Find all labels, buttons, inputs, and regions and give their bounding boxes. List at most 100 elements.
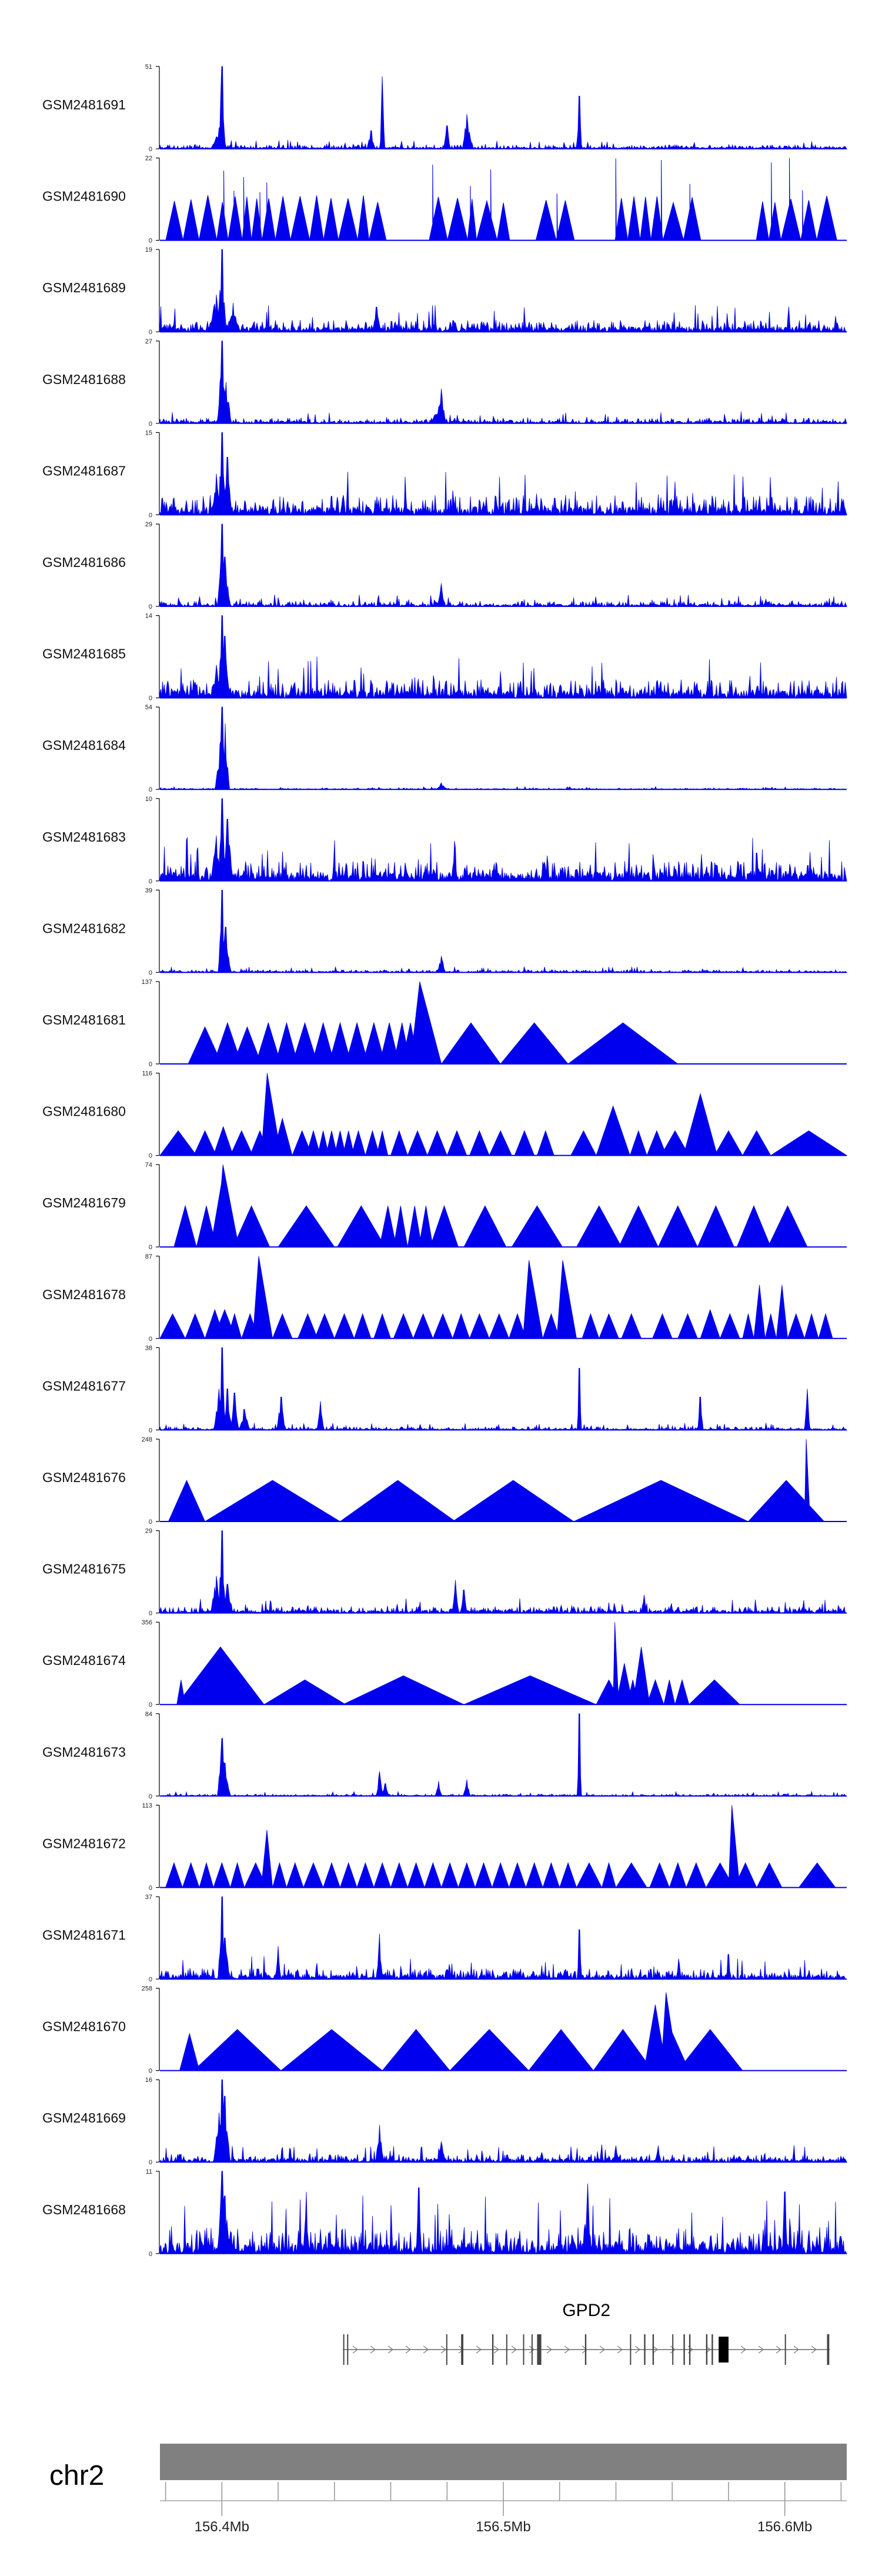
track-GSM2481682: GSM2481682 39 0 xyxy=(42,887,848,976)
track-label: GSM2481690 xyxy=(42,189,126,204)
track-label: GSM2481676 xyxy=(42,1470,126,1485)
track-GSM2481684: GSM2481684 54 0 xyxy=(42,704,847,793)
coverage-triangle xyxy=(742,1130,771,1156)
coverage-triangle xyxy=(570,1130,597,1156)
coverage-triangle xyxy=(314,1313,335,1339)
y-max-label: 15 xyxy=(145,429,152,436)
y-max-label: 37 xyxy=(145,1894,152,1901)
coverage-triangle xyxy=(376,1130,389,1156)
strand-arrow xyxy=(582,2345,588,2354)
coverage-triangle xyxy=(393,1206,408,1247)
exon xyxy=(719,2337,729,2363)
coverage-triangle xyxy=(410,981,442,1065)
chromosome-track: chr2 xyxy=(49,2444,847,2491)
track-GSM2481669: GSM2481669 16 0 xyxy=(42,2077,847,2166)
y-min-label: 0 xyxy=(149,512,152,519)
y-min-label: 0 xyxy=(149,786,152,793)
y-min-label: 0 xyxy=(149,1610,152,1617)
coverage-triangle xyxy=(213,1022,242,1065)
track-GSM2481675: GSM2481675 29 0 xyxy=(42,1528,847,1617)
coverage-triangle xyxy=(188,1026,222,1065)
coverage-triangle xyxy=(652,1313,673,1339)
coverage-triangle xyxy=(733,1862,757,1888)
y-max-label: 137 xyxy=(142,979,152,986)
coverage-triangle xyxy=(179,2033,200,2071)
track-GSM2481674: GSM2481674 356 0 xyxy=(42,1619,847,1709)
coverage-triangle xyxy=(165,1862,183,1888)
coverage-triangle xyxy=(232,1205,270,1247)
coverage-triangle xyxy=(686,1862,707,1888)
track-GSM2481679: GSM2481679 74 0 xyxy=(42,1162,847,1251)
exon xyxy=(584,2334,587,2365)
coverage-triangle xyxy=(252,1256,273,1339)
coverage-triangle xyxy=(804,1439,811,1522)
coverage-triangle xyxy=(182,1862,200,1888)
coverage-triangle xyxy=(500,1022,569,1065)
signal-area xyxy=(159,1896,847,1980)
coverage-triangle xyxy=(475,1862,493,1888)
strand-arrow xyxy=(387,2345,394,2354)
signal-area xyxy=(159,1530,847,1614)
coverage-triangle xyxy=(657,1205,698,1247)
coverage-triangle xyxy=(683,1093,718,1156)
coverage-triangle xyxy=(646,1130,667,1156)
exon xyxy=(827,2334,830,2365)
coverage-triangle xyxy=(353,1313,372,1339)
coverage-triangle xyxy=(286,1862,304,1888)
coverage-triangle xyxy=(393,1313,414,1339)
y-max-label: 74 xyxy=(145,1162,152,1169)
strand-arrow xyxy=(440,2345,447,2354)
track-label: GSM2481688 xyxy=(42,372,126,387)
strand-arrow xyxy=(370,2345,376,2354)
coverage-triangle xyxy=(556,1260,577,1339)
coverage-triangle xyxy=(449,2029,530,2071)
y-max-label: 54 xyxy=(145,704,152,711)
coverage-triangle xyxy=(616,1663,633,1705)
y-max-label: 11 xyxy=(146,2168,152,2175)
coverage-triangle xyxy=(216,1164,239,1247)
track-label: GSM2481677 xyxy=(42,1378,126,1393)
coverage-triangle xyxy=(489,1313,510,1339)
exon xyxy=(683,2334,685,2365)
coverage-triangle xyxy=(514,1130,535,1156)
track-GSM2481680: GSM2481680 116 0 xyxy=(42,1070,848,1160)
coverage-triangle xyxy=(342,1675,465,1705)
exon xyxy=(672,2334,674,2365)
exon xyxy=(784,2334,786,2365)
coverage-triangle xyxy=(663,1680,676,1705)
coverage-triangle xyxy=(243,1862,268,1888)
y-min-label: 0 xyxy=(149,1061,152,1068)
coverage-triangle xyxy=(669,1862,687,1888)
coverage-triangle xyxy=(818,1313,833,1339)
coverage-triangle xyxy=(618,1205,659,1247)
coverage-triangle xyxy=(536,1130,554,1156)
signal-area xyxy=(159,706,847,790)
chromosome-bar xyxy=(160,2444,847,2480)
track-label: GSM2481675 xyxy=(42,1561,126,1577)
coverage-triangle xyxy=(303,1862,324,1888)
track-GSM2481691: GSM2481691 51 0 xyxy=(42,64,847,153)
track-GSM2481678: GSM2481678 87 0 xyxy=(42,1253,847,1343)
y-min-label: 0 xyxy=(149,1153,152,1160)
coverage-triangle xyxy=(280,2029,383,2071)
coverage-triangle xyxy=(272,1861,287,1888)
coverage-triangle xyxy=(452,1480,574,1522)
y-min-label: 0 xyxy=(149,1793,152,1800)
coverage-triangle xyxy=(776,1284,788,1339)
coverage-triangle xyxy=(260,1073,282,1156)
y-min-label: 0 xyxy=(149,1976,152,1983)
coverage-triangle xyxy=(446,1130,467,1156)
exon xyxy=(711,2334,713,2365)
coverage-triangle xyxy=(292,1130,313,1156)
track-label: GSM2481671 xyxy=(42,1927,126,1943)
coverage-triangle xyxy=(432,1313,453,1339)
y-max-label: 258 xyxy=(142,1986,152,1993)
exon xyxy=(506,2334,507,2365)
coverage-triangle xyxy=(159,1313,186,1339)
track-GSM2481690: GSM2481690 22 0 xyxy=(42,155,847,245)
coverage-triangle xyxy=(742,1313,754,1339)
coverage-triangle xyxy=(379,1022,400,1065)
track-GSM2481687: GSM2481687 15 0 xyxy=(42,429,847,519)
signal-area xyxy=(160,158,847,241)
track-label: GSM2481681 xyxy=(42,1012,126,1027)
